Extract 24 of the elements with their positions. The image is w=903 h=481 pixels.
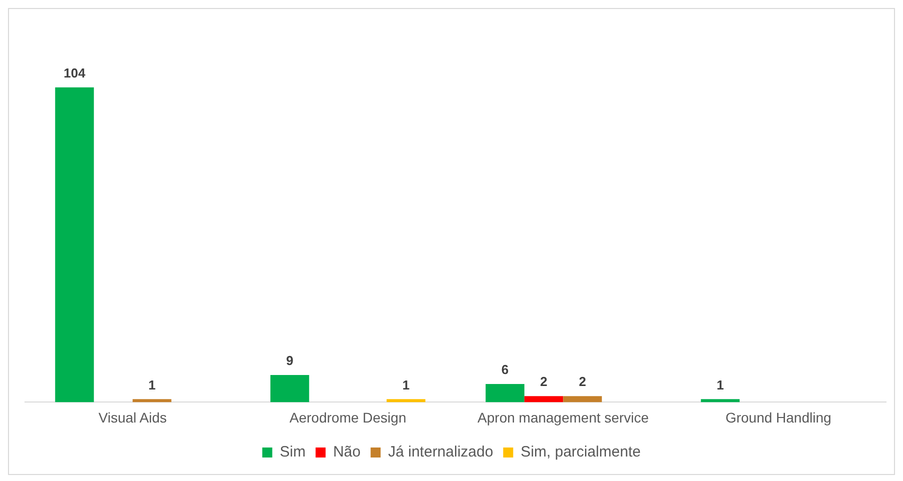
legend-label: Sim xyxy=(280,444,306,461)
bar xyxy=(563,396,602,402)
data-label: 6 xyxy=(501,362,509,378)
legend-label: Sim, parcialmente xyxy=(520,444,641,461)
bar xyxy=(386,399,426,402)
data-label: 104 xyxy=(64,66,86,81)
x-tick-label: Aerodrome Design xyxy=(290,409,406,426)
x-tick-label: Visual Aids xyxy=(98,409,167,426)
bar xyxy=(700,399,740,402)
legend-label: Não xyxy=(333,444,361,461)
x-tick-label: Apron management service xyxy=(478,409,649,426)
bar xyxy=(55,87,94,402)
bar xyxy=(132,399,172,402)
bar xyxy=(486,384,524,402)
data-label: 9 xyxy=(286,353,294,368)
bar xyxy=(524,396,564,402)
data-label: 1 xyxy=(402,377,410,392)
x-tick-label: Ground Handling xyxy=(725,409,832,426)
data-label: 1 xyxy=(148,377,156,392)
legend-label: Já internalizado xyxy=(388,444,494,461)
data-label: 2 xyxy=(540,374,548,390)
bar xyxy=(270,374,310,402)
data-label: 1 xyxy=(716,377,724,392)
data-label: 2 xyxy=(578,374,586,390)
